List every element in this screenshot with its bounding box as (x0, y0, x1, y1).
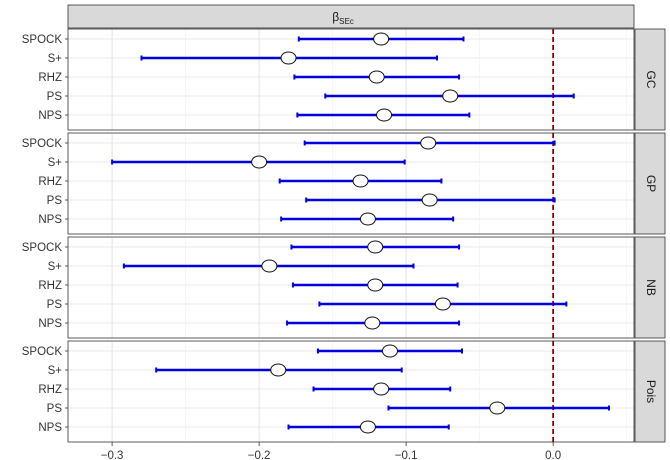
panel-background (68, 133, 634, 234)
x-axis: −0.3 −0.2 −0.1 0.0 (101, 442, 561, 460)
facet-strip: GP (634, 132, 666, 235)
row-spock: SPOCK (22, 32, 465, 46)
point-estimate (364, 316, 381, 330)
panel-background (68, 237, 634, 338)
point-estimate (376, 108, 393, 122)
chart-title: βSEc (332, 10, 354, 26)
x-tick-label: −0.2 (248, 450, 271, 460)
y-tick-label: SPOCK (22, 34, 63, 46)
facet-strip: NB (634, 236, 666, 339)
panel-border (67, 340, 635, 443)
row-rhz: RHZ (38, 174, 443, 188)
point-estimate (442, 89, 459, 103)
row-spock: SPOCK (22, 344, 463, 358)
y-tick-label: SPOCK (22, 346, 63, 358)
y-tick-label: RHZ (38, 176, 62, 188)
y-tick-label: PS (47, 195, 63, 207)
x-tick-label: −0.1 (395, 450, 418, 460)
row-spock: SPOCK (22, 240, 461, 254)
chart-title-symbol: β (332, 10, 339, 24)
point-estimate (373, 382, 390, 396)
point-estimate (420, 136, 437, 150)
row-ps: PS (47, 193, 556, 207)
facet-strip-background (634, 236, 666, 339)
point-estimate (381, 344, 398, 358)
panel-gc: SPOCK S+ RHZ PS NPS GC (22, 28, 666, 131)
facet-strip-label: Pois (644, 380, 658, 403)
point-estimate (489, 401, 506, 415)
point-estimate (261, 259, 278, 273)
point-estimate (434, 297, 451, 311)
row-ps: PS (47, 297, 568, 311)
facet-strip-label: GC (644, 71, 658, 89)
row-ps: PS (47, 401, 611, 415)
row-s-plus: S+ (48, 363, 403, 377)
y-tick-label: PS (47, 403, 63, 415)
y-tick-label: S+ (48, 53, 63, 65)
y-tick-label: PS (47, 91, 63, 103)
facet-strip-background (634, 132, 666, 235)
row-nps: NPS (38, 316, 461, 330)
point-estimate (368, 70, 385, 84)
panel-pois: SPOCK S+ RHZ PS NPS Pois (22, 340, 666, 443)
y-tick-label: SPOCK (22, 138, 63, 150)
point-estimate (421, 193, 438, 207)
panel-gp: SPOCK S+ RHZ PS NPS GP (22, 132, 666, 235)
row-ps: PS (47, 89, 575, 103)
panel-background (68, 341, 634, 442)
point-estimate (359, 420, 376, 434)
row-rhz: RHZ (38, 382, 452, 396)
y-tick-label: NPS (38, 422, 62, 434)
facet-strip-background (634, 340, 666, 443)
title-strip: βSEc (67, 4, 635, 29)
y-tick-label: S+ (48, 365, 63, 377)
panels: SPOCKS+RHZPSNPSGCSPOCKS+RHZPSNPSGPSPOCKS… (22, 28, 666, 443)
y-tick-label: NPS (38, 110, 62, 122)
panel-border (67, 28, 635, 131)
x-tick-label: −0.3 (101, 450, 124, 460)
facet-strip: GC (634, 28, 666, 131)
row-spock: SPOCK (22, 136, 556, 150)
y-tick-label: RHZ (38, 72, 62, 84)
row-nps: NPS (38, 212, 455, 226)
point-estimate (359, 212, 376, 226)
point-estimate (270, 363, 287, 377)
point-estimate (373, 32, 390, 46)
x-tick-label: 0.0 (545, 450, 561, 460)
y-tick-label: NPS (38, 214, 62, 226)
row-nps: NPS (38, 108, 471, 122)
row-rhz: RHZ (38, 70, 461, 84)
point-estimate (280, 51, 297, 65)
panel-nb: SPOCK S+ RHZ PS NPS NB (22, 236, 666, 339)
point-estimate (367, 240, 384, 254)
panel-border (67, 236, 635, 339)
panel-background (68, 29, 634, 130)
point-estimate (367, 278, 384, 292)
y-tick-label: S+ (48, 261, 63, 273)
y-tick-label: RHZ (38, 280, 62, 292)
panel-border (67, 132, 635, 235)
y-tick-label: RHZ (38, 384, 62, 396)
row-s-plus: S+ (48, 259, 415, 273)
row-rhz: RHZ (38, 278, 459, 292)
y-tick-label: S+ (48, 157, 63, 169)
facet-strip-label: GP (644, 175, 658, 192)
chart-title-subscript: SEc (339, 17, 354, 26)
facet-strip: Pois (634, 340, 666, 443)
point-estimate (352, 174, 369, 188)
y-tick-label: NPS (38, 318, 62, 330)
row-nps: NPS (38, 420, 450, 434)
point-estimate (251, 155, 268, 169)
row-s-plus: S+ (48, 51, 439, 65)
title-strip-background (67, 4, 635, 29)
y-tick-label: SPOCK (22, 242, 63, 254)
row-s-plus: S+ (48, 155, 406, 169)
y-tick-label: PS (47, 299, 63, 311)
facet-strip-label: NB (644, 279, 658, 296)
facet-strip-background (634, 28, 666, 131)
